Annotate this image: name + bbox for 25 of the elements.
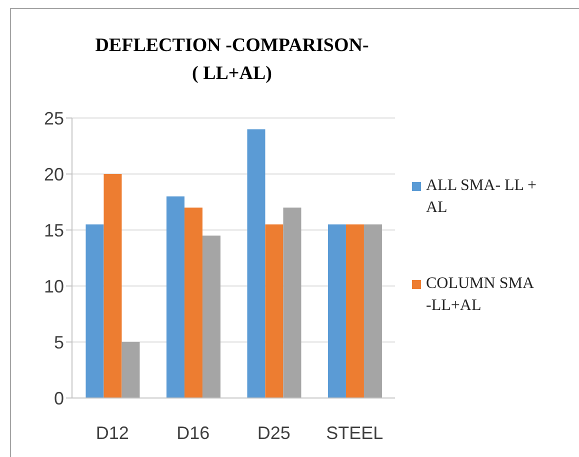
y-tick-label: 10 [44,276,64,296]
bar [247,129,266,398]
y-tick-label: 20 [44,164,64,184]
bar [328,224,346,398]
bar [283,208,302,398]
bar [202,236,220,398]
legend-label: COLUMN SMA -LL+AL [426,274,535,316]
y-tick-label: 25 [44,108,64,128]
legend-label: ALL SMA- LL + AL [426,176,538,218]
bar [184,208,202,398]
bar [122,342,140,398]
bar [104,174,122,398]
x-tick-label: D12 [96,422,129,443]
y-tick-label: 0 [54,388,64,408]
x-tick-label: D16 [176,422,210,443]
chart-title: DEFLECTION -COMPARISON- ( LL+AL) [94,34,370,86]
bar [346,224,364,398]
bar [265,224,284,398]
y-tick-label: 15 [44,220,64,240]
bar [86,224,104,398]
bar [364,224,382,398]
bar [166,196,184,398]
y-tick-label: 5 [54,332,64,352]
x-tick-label: D25 [257,422,290,443]
x-tick-label: STEEL [326,422,384,443]
